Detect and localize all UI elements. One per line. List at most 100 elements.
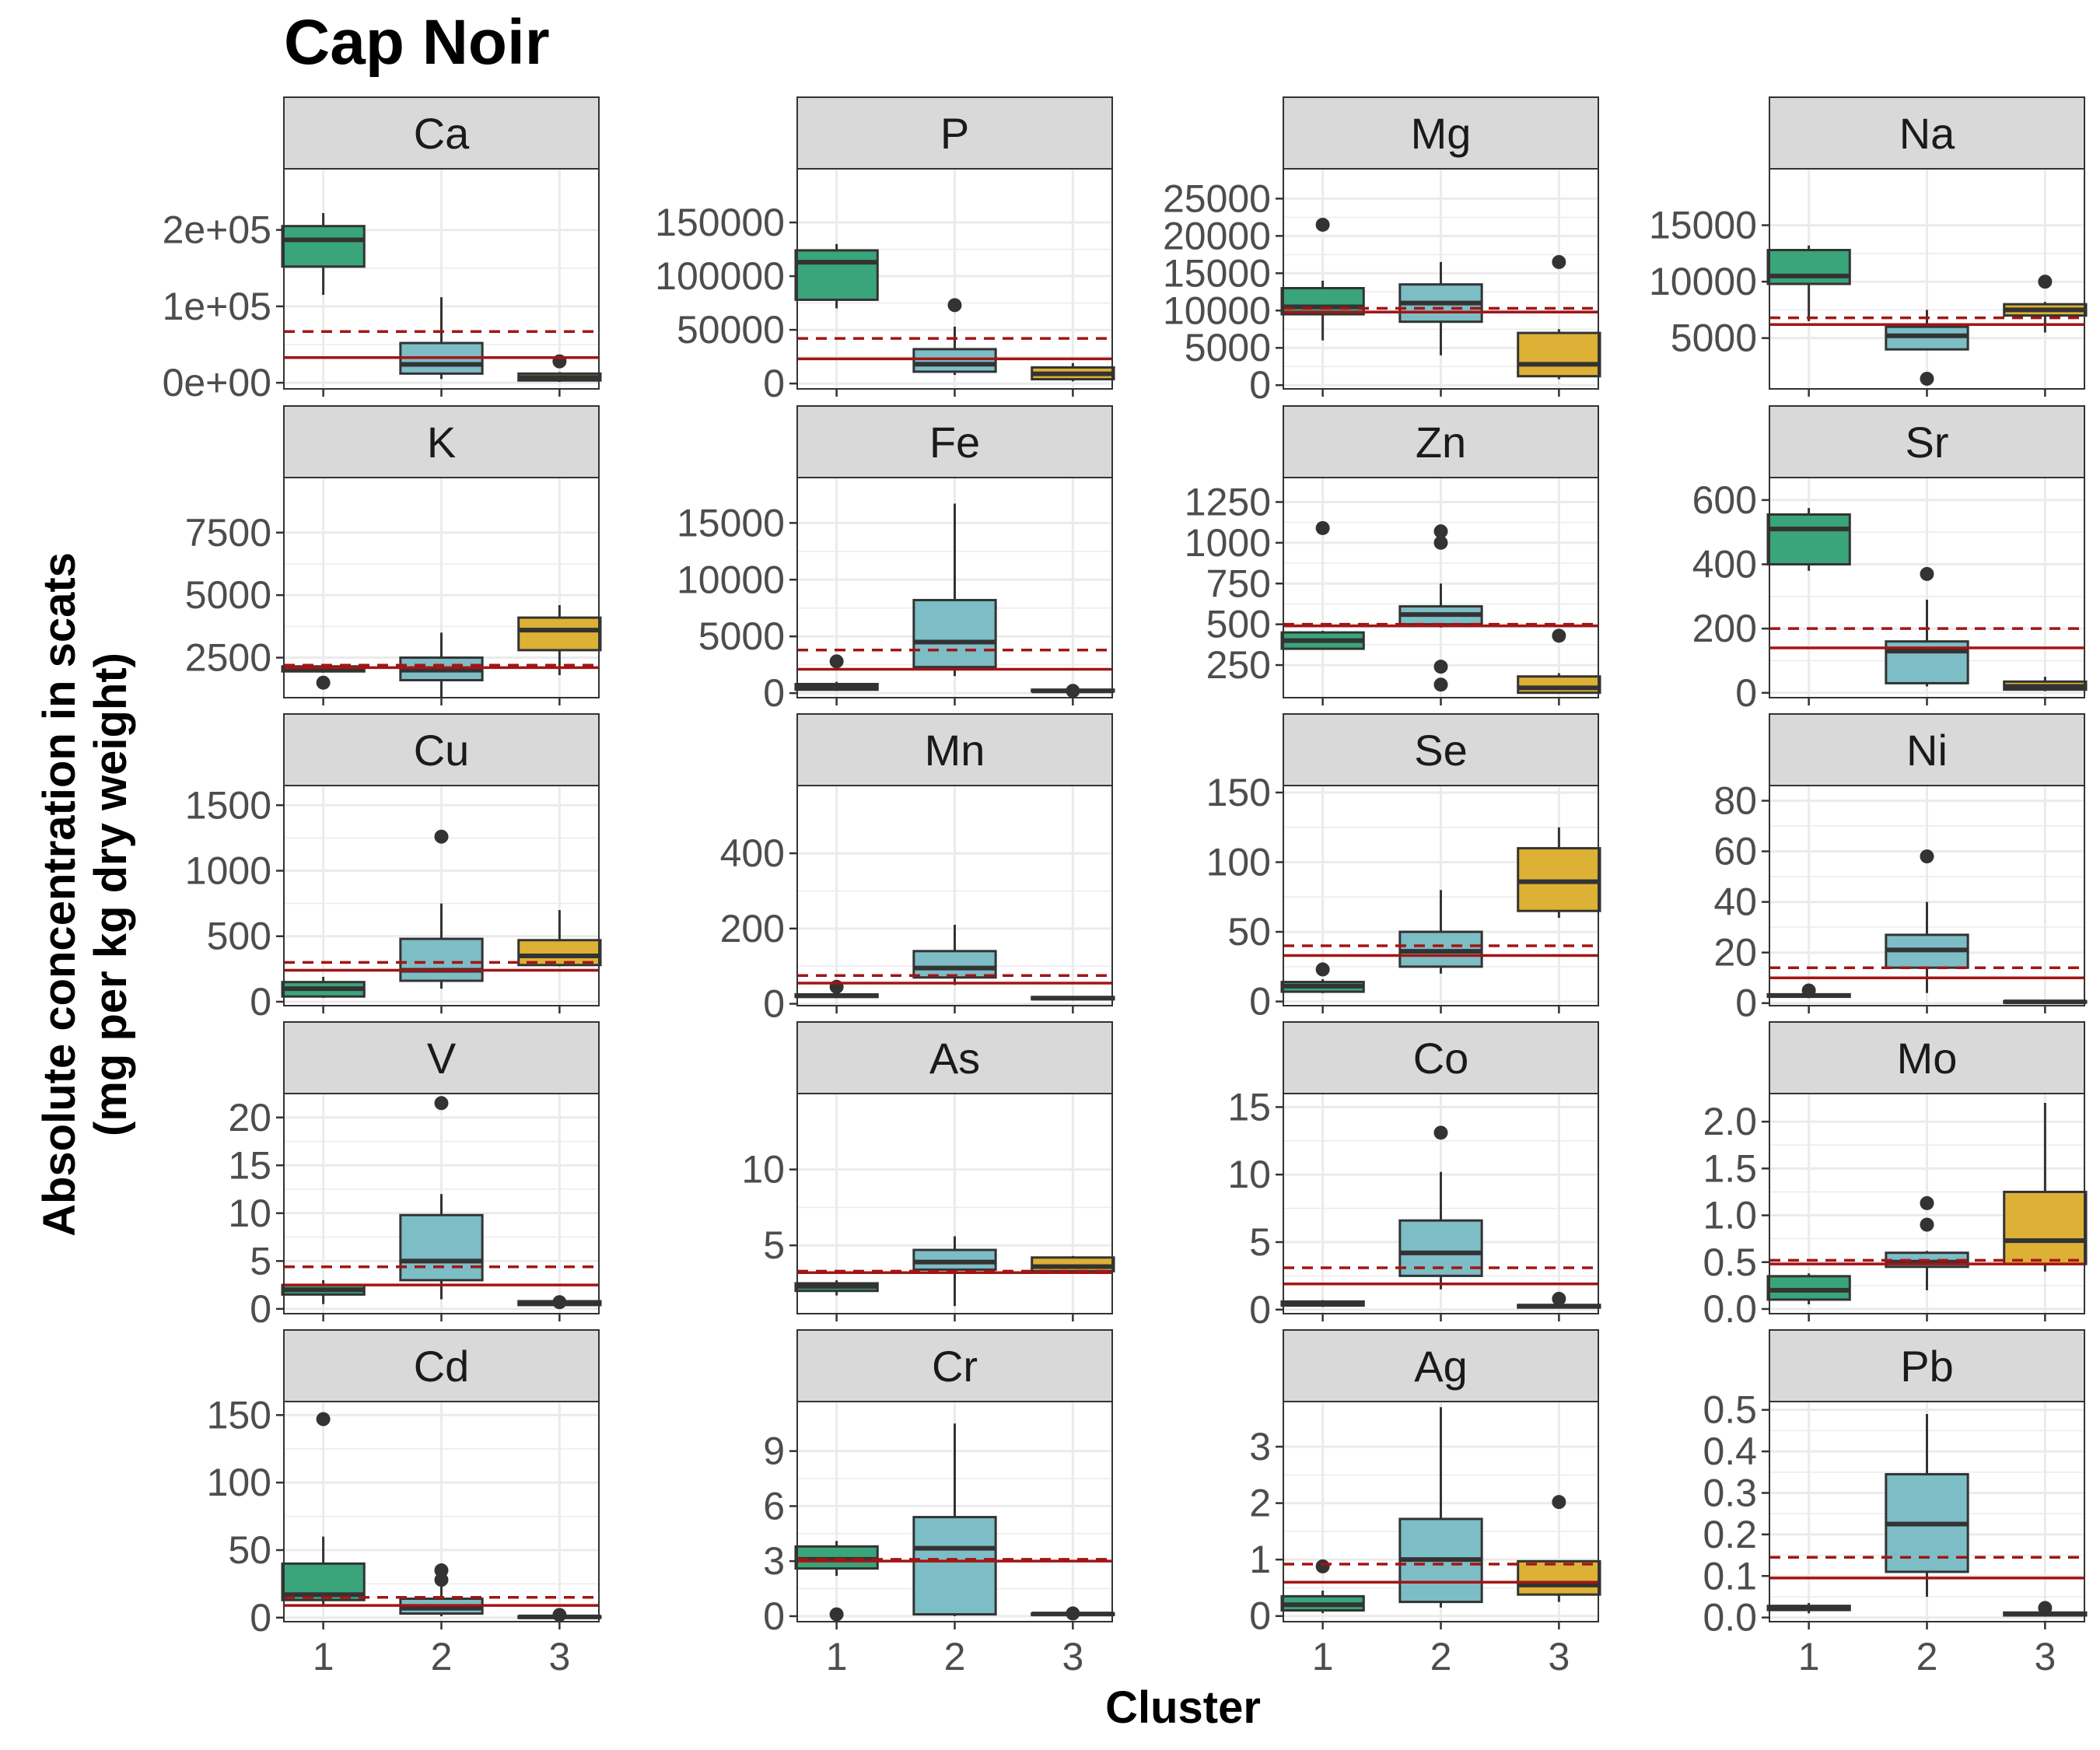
x-axis-title: Cluster: [1105, 1682, 1261, 1733]
box-cluster-1: [1766, 508, 1851, 571]
box-cluster-2: [1885, 849, 1969, 993]
x-tick-label: 2: [944, 1635, 966, 1678]
y-tick-label: 0: [1735, 671, 1757, 715]
outlier-point: [1315, 217, 1330, 232]
facet-strip: [1769, 96, 2085, 170]
panel-ni: Ni 0 20 40 60 80: [1713, 713, 2088, 1025]
facet-strip: [796, 713, 1113, 786]
box-cluster-1: [1766, 1602, 1851, 1614]
box-cluster-3: [1517, 1291, 1601, 1309]
box-cluster-1: [281, 212, 366, 296]
y-tick-label: 10000: [1163, 289, 1271, 332]
y-tick-label: 0: [1249, 980, 1271, 1024]
outlier-point: [1433, 677, 1448, 692]
outlier-point: [316, 1412, 331, 1426]
outlier-point: [552, 1295, 567, 1310]
box-cluster-2: [1398, 524, 1483, 692]
y-tick-label: 3: [1249, 1425, 1271, 1468]
facet-strip: [796, 405, 1113, 478]
y-tick-label: 10: [1227, 1153, 1271, 1196]
y-tick-label: 0: [763, 1594, 785, 1638]
y-tick-label: 0.1: [1703, 1554, 1757, 1598]
facet-label: P: [940, 109, 969, 158]
box-cluster-2: [912, 1423, 997, 1616]
box-cluster-3: [517, 1295, 602, 1310]
panel-mo: Mo 0.00.51.01.52.0: [1703, 1021, 2088, 1331]
box-cluster-2: [1398, 261, 1483, 355]
box-cluster-1: [794, 654, 879, 691]
box-cluster-3: [1031, 1606, 1115, 1621]
box-iqr: [794, 249, 879, 301]
box-cluster-1: [1766, 983, 1851, 999]
box-iqr: [517, 939, 602, 967]
y-tick-label: 0.0: [1703, 1596, 1757, 1640]
outlier-point: [1920, 566, 1934, 581]
outlier-point: [1315, 1559, 1330, 1573]
facet-label: Ca: [414, 109, 470, 158]
facet-label: Ag: [1414, 1342, 1468, 1391]
facet-strip: [283, 96, 600, 170]
box-cluster-1: [1280, 1300, 1365, 1307]
box-cluster-1: [794, 1541, 879, 1622]
facet-panels: Ca0e+001e+052e+05P050000100000150000Mg05…: [163, 96, 2088, 1678]
y-tick-label: 0.3: [1703, 1471, 1757, 1514]
box-cluster-2: [399, 829, 484, 989]
box-cluster-1: [281, 976, 366, 998]
y-tick-label: 9: [763, 1430, 785, 1473]
box-iqr: [912, 950, 997, 979]
y-tick-label: 1500: [185, 783, 271, 827]
outlier-point: [1433, 1125, 1448, 1140]
facet-label: Se: [1414, 726, 1468, 775]
facet-strip: [283, 1021, 600, 1094]
outlier-point: [434, 1096, 449, 1111]
box-cluster-3: [2003, 999, 2088, 1005]
y-tick-label: 250: [1206, 643, 1271, 687]
box-cluster-3: [517, 605, 602, 676]
y-tick-label: 5: [1249, 1220, 1271, 1264]
y-tick-label: 50000: [677, 308, 785, 352]
outlier-point: [829, 1607, 844, 1622]
outlier-point: [1552, 254, 1566, 269]
box-cluster-3: [517, 910, 602, 967]
facet-strip: [1769, 713, 2085, 786]
box-cluster-1: [1280, 962, 1365, 993]
box-iqr: [517, 616, 602, 652]
outlier-point: [434, 1573, 449, 1587]
y-tick-label: 0: [1735, 982, 1757, 1025]
facet-strip: [1769, 1021, 2085, 1094]
y-tick-label: 1e+05: [163, 285, 271, 328]
x-tick-label: 1: [1798, 1635, 1820, 1678]
facet-strip: [796, 96, 1113, 170]
y-tick-label: 0e+00: [163, 361, 271, 404]
y-tick-label: 2500: [185, 636, 271, 680]
outlier-point: [1433, 535, 1448, 550]
box-iqr: [1517, 1559, 1601, 1596]
box-cluster-2: [399, 1096, 484, 1300]
box-cluster-3: [517, 354, 602, 383]
y-tick-label: 15000: [677, 501, 785, 544]
panel-sr: Sr 0 200 400 600: [1692, 405, 2088, 715]
y-tick-label: 750: [1206, 562, 1271, 605]
box-cluster-2: [1398, 890, 1483, 974]
box-cluster-3: [1517, 827, 1601, 919]
box-cluster-3: [1517, 1495, 1601, 1602]
y-tick-label: 100: [207, 1461, 271, 1504]
panel-fe: Fe 0 5000 10000 15000: [677, 405, 1115, 715]
outlier-point: [1552, 628, 1566, 643]
y-tick-label: 3: [763, 1539, 785, 1583]
outlier-point: [1433, 524, 1448, 539]
facet-label: Co: [1413, 1034, 1469, 1083]
facet-strip: [283, 1329, 600, 1402]
outlier-point: [1066, 684, 1080, 698]
box-cluster-1: [1280, 217, 1365, 341]
box-cluster-1: [1280, 520, 1365, 650]
y-tick-label: 1250: [1185, 480, 1271, 523]
y-tick-label: 150: [1206, 771, 1271, 814]
x-tick-label: 3: [548, 1635, 570, 1678]
box-cluster-2: [1398, 1125, 1483, 1290]
facet-label: Na: [1899, 109, 1955, 158]
panel-cu: Cu 0 500 1000 1500: [185, 713, 602, 1024]
x-tick-label: 1: [313, 1635, 334, 1678]
